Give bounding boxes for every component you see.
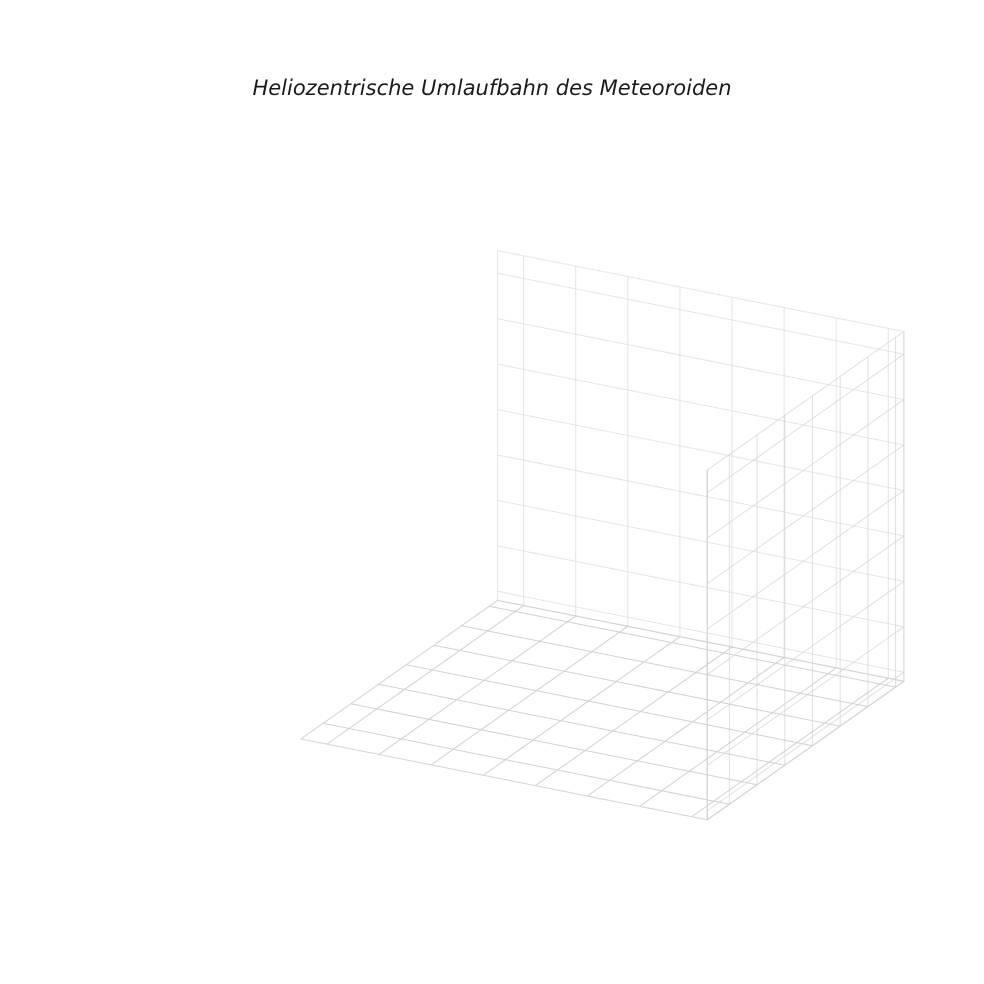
axes-3d-panes <box>300 249 906 821</box>
page-title: Heliozentrische Umlaufbahn des Meteoroid… <box>252 76 731 100</box>
